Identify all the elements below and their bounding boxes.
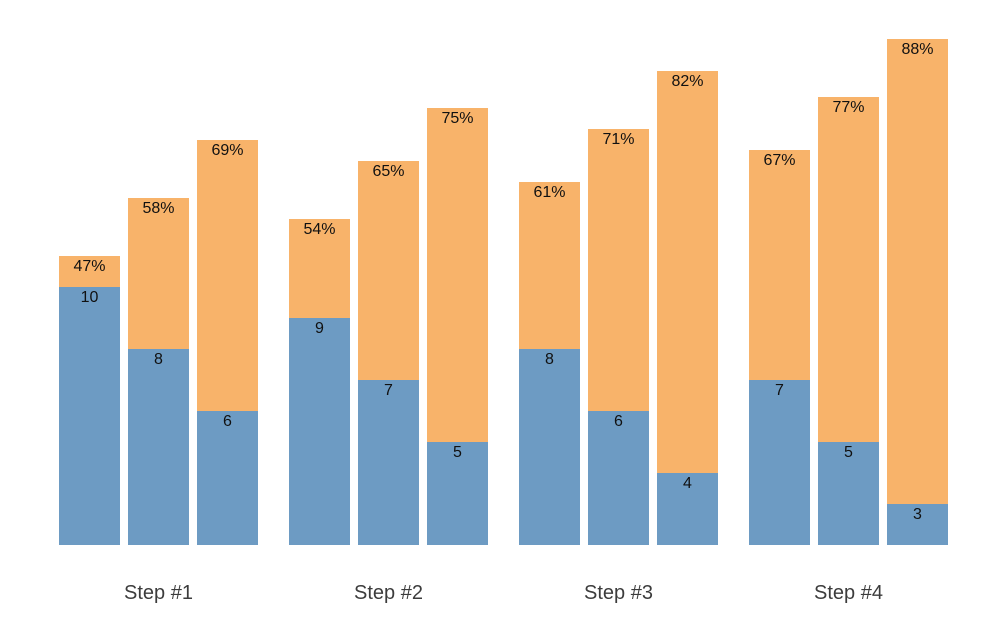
value-label: 3 [913, 506, 922, 523]
value-label: 7 [775, 382, 784, 399]
bar-segment-bottom [887, 504, 948, 545]
pct-label: 88% [901, 41, 934, 58]
pct-label: 58% [142, 200, 175, 217]
bar-segment-bottom [588, 411, 649, 545]
pct-label: 75% [441, 110, 474, 127]
value-label: 6 [614, 413, 623, 430]
pct-label: 47% [73, 258, 106, 275]
pct-label: 67% [763, 152, 796, 169]
bar-segment-top [128, 198, 189, 349]
bar-segment-top [657, 71, 718, 473]
bar-segment-top [519, 182, 580, 349]
category-label: Step #1 [124, 582, 193, 604]
value-label: 6 [223, 413, 232, 430]
bar-segment-top [887, 39, 948, 504]
value-label: 10 [80, 289, 99, 306]
bar-segment-top [358, 161, 419, 380]
bar-segment-top [197, 140, 258, 411]
pct-label: 69% [211, 142, 244, 159]
category-label: Step #2 [354, 582, 423, 604]
bar-segment-bottom [657, 473, 718, 545]
pct-label: 71% [602, 131, 635, 148]
value-label: 5 [453, 444, 462, 461]
pct-label: 61% [533, 184, 566, 201]
value-label: 5 [844, 444, 853, 461]
category-label: Step #4 [814, 582, 883, 604]
value-label: 8 [154, 351, 163, 368]
pct-label: 82% [671, 73, 704, 90]
bar-segment-bottom [59, 287, 120, 545]
bar-segment-bottom [358, 380, 419, 545]
bar-segment-top [289, 219, 350, 318]
category-label: Step #3 [584, 582, 653, 604]
bar-segment-bottom [519, 349, 580, 545]
bar-segment-top [749, 150, 810, 380]
bar-segment-top [588, 129, 649, 411]
bar-segment-bottom [197, 411, 258, 545]
bar-segment-bottom [818, 442, 879, 545]
bar-segment-bottom [128, 349, 189, 545]
pct-label: 54% [303, 221, 336, 238]
bar-segment-top [427, 108, 488, 442]
value-label: 4 [683, 475, 692, 492]
pct-label: 77% [832, 99, 865, 116]
bar-segment-bottom [749, 380, 810, 545]
value-label: 9 [315, 320, 324, 337]
bar-segment-bottom [427, 442, 488, 545]
bar-segment-top [818, 97, 879, 442]
value-label: 8 [545, 351, 554, 368]
pct-label: 65% [372, 163, 405, 180]
value-label: 7 [384, 382, 393, 399]
bar-segment-top [59, 256, 120, 287]
bar-segment-bottom [289, 318, 350, 545]
